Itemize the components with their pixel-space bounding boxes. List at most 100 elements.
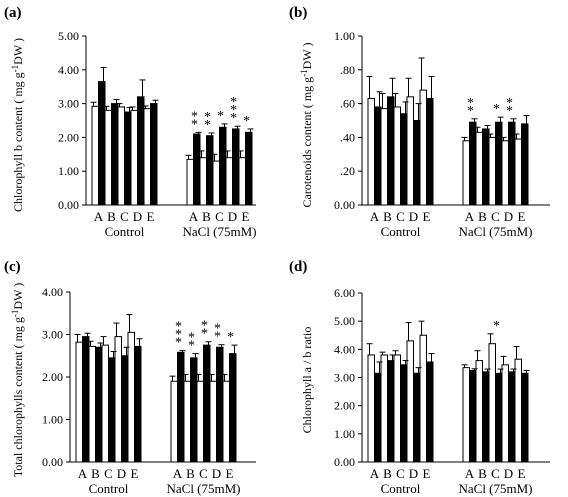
bar-filled: [469, 121, 477, 206]
x-tick-label: D: [504, 209, 513, 224]
bar-open: [143, 108, 151, 206]
significance-mark: *: [467, 104, 474, 119]
panel-letter: (c): [4, 259, 21, 275]
bar-filled: [82, 336, 90, 463]
bar-open: [514, 138, 522, 206]
x-tick-label: D: [409, 209, 418, 224]
y-tick-label: .40: [340, 130, 355, 144]
x-tick-label: B: [478, 209, 487, 224]
bar-open: [196, 380, 204, 463]
significance-mark: *: [204, 118, 211, 133]
plot-area: ***** *****: [66, 291, 256, 463]
x-tick-label: A: [370, 209, 380, 224]
bar-filled: [95, 346, 103, 463]
x-tick-label: B: [478, 466, 487, 481]
x-tick-label: C: [491, 209, 500, 224]
x-tick-label: B: [383, 209, 392, 224]
significance-mark: *: [214, 322, 221, 337]
bar-open: [406, 340, 414, 463]
group-label: Control: [381, 481, 421, 496]
panel-letter: (b): [289, 5, 307, 21]
bar-filled: [508, 371, 516, 463]
y-tick-label: 1.00: [334, 427, 355, 441]
bar-filled: [400, 113, 408, 206]
group-label: Control: [89, 481, 129, 496]
bar-filled: [232, 128, 240, 206]
panel-b: (b) Carotenoids content ( mg g-1DW ) 0.0…: [289, 5, 550, 239]
x-tick-label: A: [189, 209, 199, 224]
bar-open: [501, 364, 509, 463]
x-tick-label: D: [133, 209, 142, 224]
bar-open: [380, 108, 388, 206]
bar-filled: [374, 106, 382, 206]
significance-mark: *: [175, 320, 182, 335]
bar-open: [419, 89, 427, 206]
bar-open: [101, 344, 109, 463]
bar-open: [488, 343, 496, 463]
bar-filled: [219, 126, 227, 206]
x-axis-labels: A B C D E A B C D E Control NaCl (75mM): [94, 209, 257, 239]
bar-open: [212, 160, 220, 206]
x-tick-label: A: [370, 466, 380, 481]
bar-open: [186, 158, 194, 206]
y-tick-label: 2.00: [42, 370, 63, 384]
x-tick-label: D: [228, 209, 237, 224]
bar-filled: [387, 96, 395, 206]
bar-filled: [495, 121, 503, 206]
significance-mark: *: [191, 109, 198, 124]
x-tick-label: A: [173, 466, 183, 481]
significance-mark: *: [201, 319, 208, 334]
bar-filled: [521, 123, 529, 206]
y-tick-label: 4.00: [334, 342, 355, 356]
y-tick-label: 2.00: [334, 399, 355, 413]
group-label: NaCl (75mM): [458, 481, 532, 496]
significance-mark: *: [214, 330, 221, 345]
plot-area: *: [358, 292, 550, 463]
x-tick-label: E: [242, 209, 250, 224]
y-tick-label: 3.00: [42, 328, 63, 342]
y-tick-label: 5.00: [334, 314, 355, 328]
panel-letter: (d): [289, 259, 307, 275]
bar-open: [127, 331, 135, 463]
significance-mark: *: [191, 117, 198, 132]
significance-mark: *: [506, 96, 513, 111]
y-tick-label: 6.00: [334, 286, 355, 300]
bar-open: [462, 367, 470, 463]
y-tick-labels: 0.00 1.00 2.00 3.00 4.00: [42, 285, 63, 469]
y-tick-label: 0.00: [334, 198, 355, 212]
y-tick-label: 0.00: [42, 455, 63, 469]
bar-filled: [229, 353, 237, 463]
bar-open: [183, 380, 191, 463]
bar-filled: [521, 372, 529, 463]
bar-filled: [482, 371, 490, 463]
bar-open: [117, 106, 125, 206]
x-tick-label: B: [91, 466, 100, 481]
bar-filled: [508, 121, 516, 206]
bar-open: [393, 106, 401, 206]
bar-open: [104, 109, 112, 206]
bar-open: [406, 96, 414, 206]
significance-mark: *: [175, 336, 182, 351]
bar-filled: [482, 128, 490, 206]
bar-filled: [121, 355, 129, 463]
bar-filled: [134, 345, 142, 463]
x-tick-label: B: [383, 466, 392, 481]
bar-open: [130, 109, 138, 206]
y-tick-labels: 0.00 .20 .40 .60 .80 1.00: [334, 29, 355, 212]
bar-open: [367, 354, 375, 463]
panel-c: (c) Total chlorophylls content ( mg g-1D…: [4, 259, 256, 496]
bar-open: [75, 341, 83, 463]
x-tick-label: C: [396, 209, 405, 224]
y-tick-label: 0.00: [334, 455, 355, 469]
bar-filled: [124, 111, 132, 206]
bar-open: [88, 345, 96, 463]
bar-open: [380, 354, 388, 463]
x-axis-labels: A B C D E A B C D E Control NaCl (75mM): [370, 466, 533, 496]
bar-open: [170, 380, 178, 463]
plot-area: ** * **: [358, 35, 550, 206]
y-tick-label: 1.00: [42, 413, 63, 427]
x-tick-label: C: [491, 466, 500, 481]
x-tick-label: E: [423, 209, 431, 224]
y-tick-label: .80: [340, 63, 355, 77]
